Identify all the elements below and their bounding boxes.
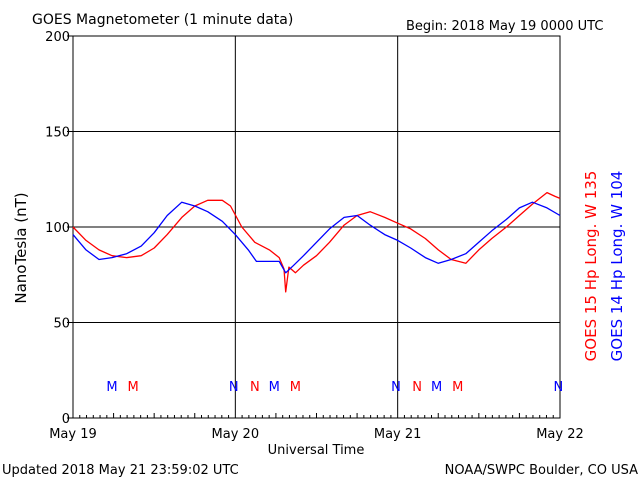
x-axis-label: Universal Time xyxy=(268,443,365,458)
midnight-marker: M xyxy=(127,380,138,395)
x-axis-ticks: May 19 May 20 May 21 May 22 xyxy=(49,413,584,442)
begin-label: Begin: 2018 May 19 0000 UTC xyxy=(406,19,603,34)
x-tick-label: May 22 xyxy=(536,427,584,442)
noon-marker: N xyxy=(391,380,401,395)
x-tick-label: May 19 xyxy=(49,427,97,442)
midnight-marker: M xyxy=(269,380,280,395)
legend-goes15: GOES 15 Hp Long. W 135 xyxy=(582,171,600,362)
y-axis-label: NanoTesla (nT) xyxy=(12,192,30,303)
midnight-marker: M xyxy=(106,380,117,395)
midnight-marker: M xyxy=(452,380,463,395)
chart-title: GOES Magnetometer (1 minute data) xyxy=(32,12,293,28)
noon-marker: N xyxy=(412,380,422,395)
midnight-marker: M xyxy=(290,380,301,395)
legend-goes14: GOES 14 Hp Long. W 104 xyxy=(608,171,626,362)
footer-updated: Updated 2018 May 21 23:59:02 UTC xyxy=(2,463,239,478)
y-tick-label: 100 xyxy=(45,221,70,236)
series-lines xyxy=(72,191,561,293)
series-line-goes14 xyxy=(72,201,561,274)
y-tick-label: 150 xyxy=(45,126,70,141)
noon-marker: N xyxy=(554,380,564,395)
y-tick-label: 200 xyxy=(45,30,70,45)
midnight-marker: M xyxy=(431,380,442,395)
x-tick-label: May 20 xyxy=(212,427,260,442)
noon-marker: N xyxy=(250,380,260,395)
noon-marker: N xyxy=(229,380,239,395)
y-axis-ticks: 0 50 100 150 200 xyxy=(45,30,73,427)
x-tick-label: May 21 xyxy=(374,427,422,442)
footer-source: NOAA/SWPC Boulder, CO USA xyxy=(445,463,638,478)
y-tick-label: 0 xyxy=(62,412,70,427)
series-line-goes15 xyxy=(72,191,561,293)
y-tick-label: 50 xyxy=(53,317,70,332)
grid-lines xyxy=(73,36,560,418)
